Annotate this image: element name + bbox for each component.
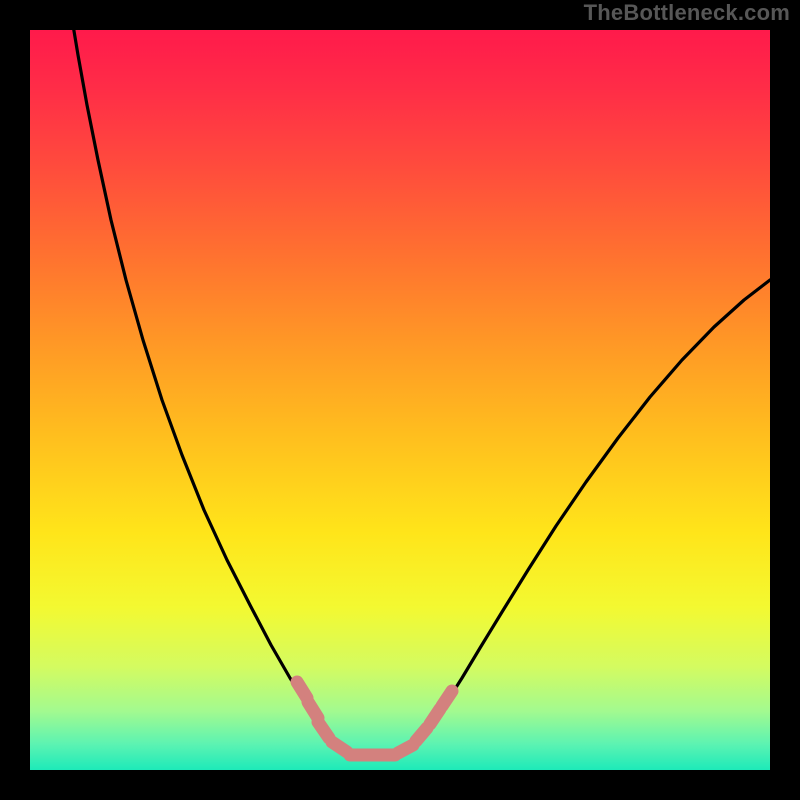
watermark-text: TheBottleneck.com [584, 0, 790, 26]
chart-container: TheBottleneck.com [0, 0, 800, 800]
plot-background [30, 30, 770, 770]
